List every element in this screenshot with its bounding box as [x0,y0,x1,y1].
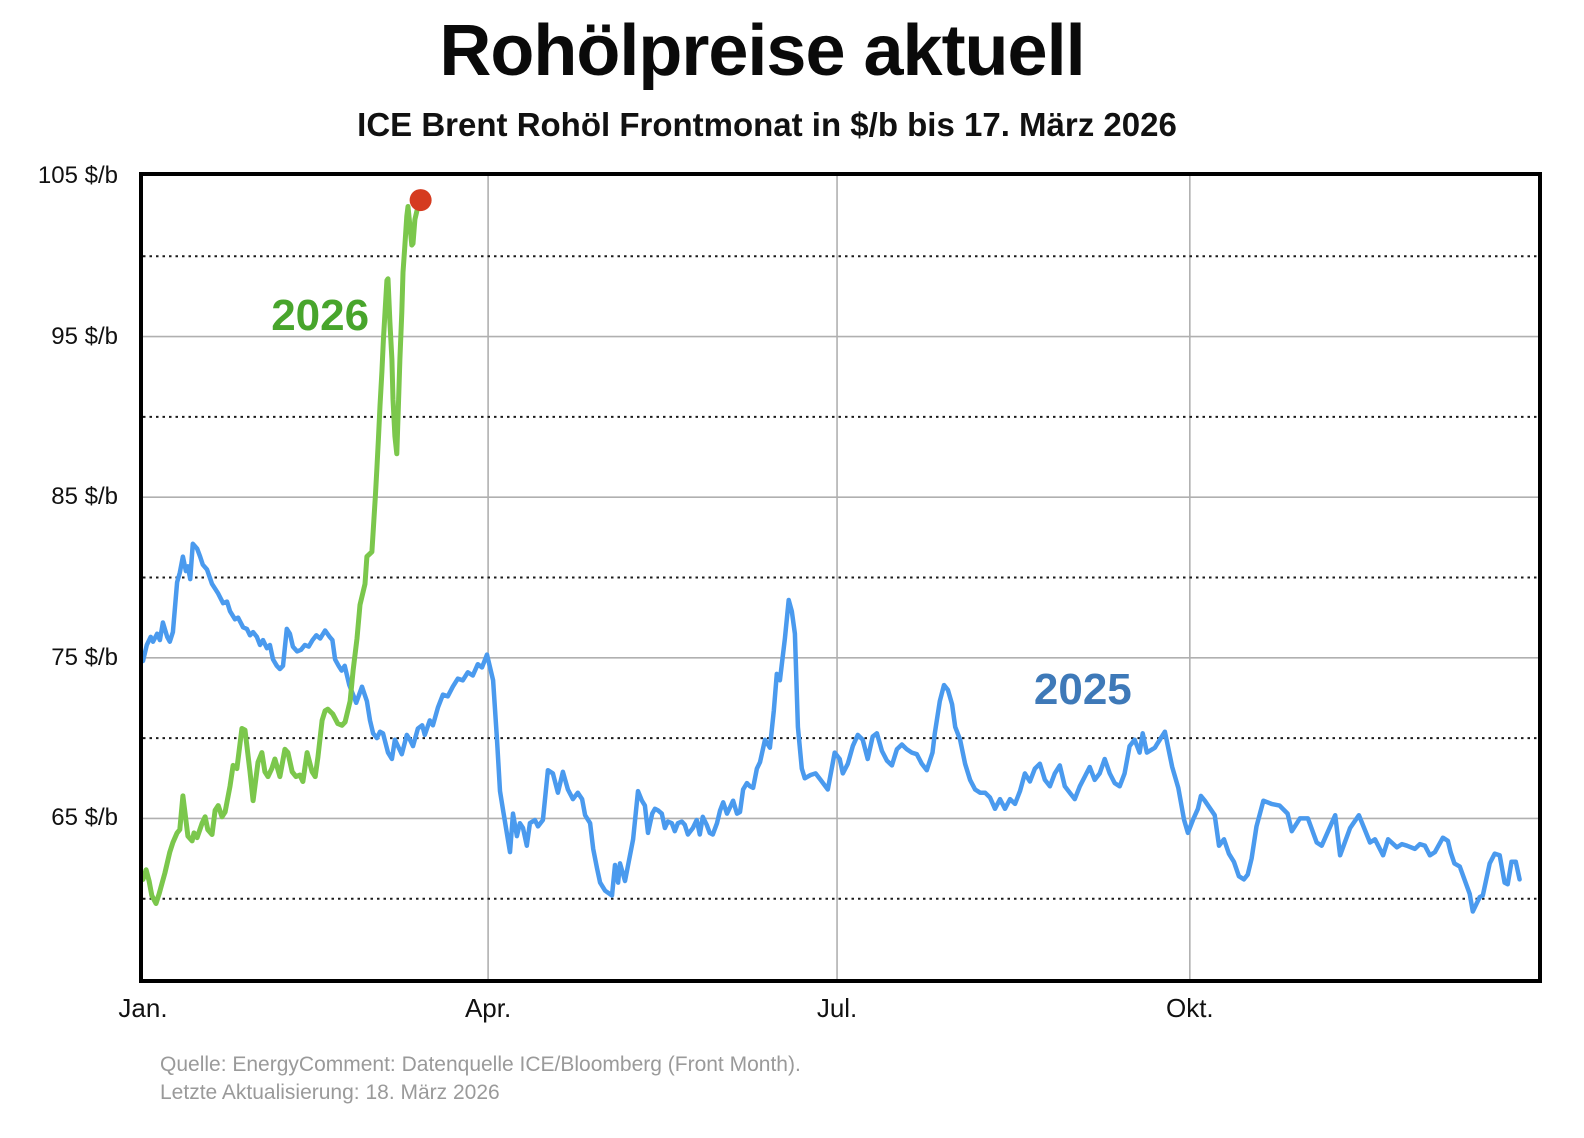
chart-subtitle: ICE Brent Rohöl Frontmonat in $/b bis 17… [357,106,1177,143]
price-line-2025 [140,541,1522,914]
source-line: Quelle: EnergyComment: Datenquelle ICE/B… [160,1053,801,1076]
price-line-2026 [140,204,420,906]
y-axis-tick: 95 $/b [51,322,118,350]
page-title: Rohölpreise aktuell [439,11,1085,91]
updated-line: Letzte Aktualisierung: 18. März 2026 [160,1081,500,1104]
plot-border [139,172,1542,983]
latest-price-dot [409,189,432,212]
series-label-2025: 2025 [1033,664,1132,714]
y-axis-tick: 75 $/b [51,643,118,671]
x-axis-tick: Okt. [1165,993,1214,1023]
y-axis-tick: 65 $/b [51,804,118,832]
x-axis-tick: Jan. [118,993,168,1023]
y-axis-tick: 105 $/b [37,162,118,189]
x-axis-tick: Jul. [816,993,858,1023]
x-axis-tick: Apr. [464,993,512,1023]
y-axis-tick: 85 $/b [51,483,118,511]
source-note: Quelle: EnergyComment: Datenquelle ICE/B… [160,1051,801,1107]
series-label-2026: 2026 [271,290,370,340]
